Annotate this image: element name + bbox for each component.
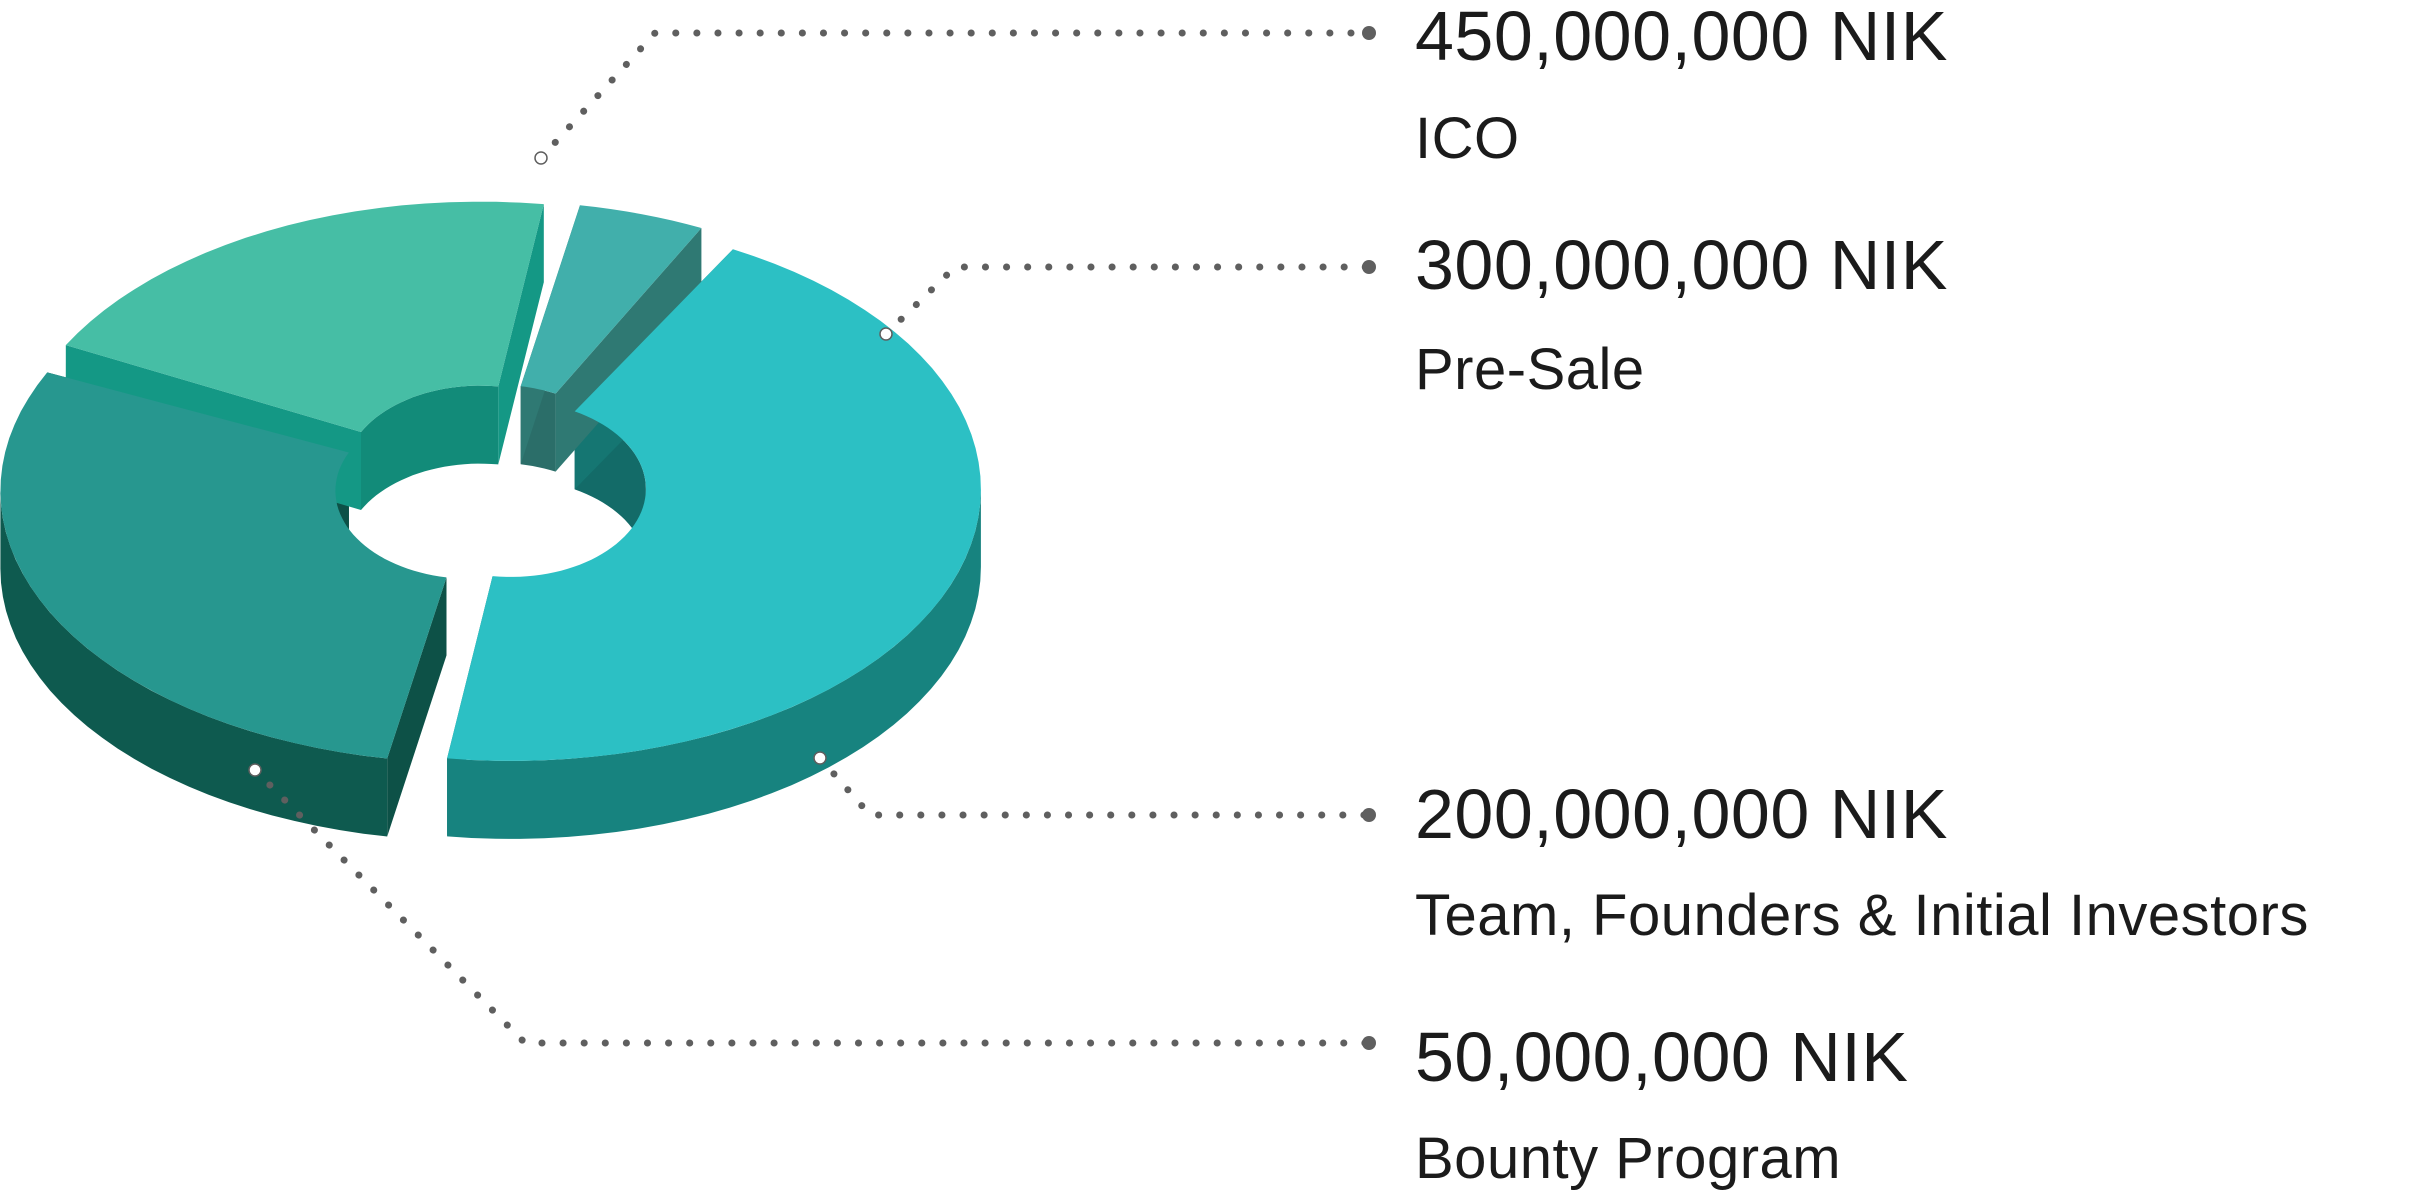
outer-wall-presale <box>0 490 388 837</box>
legend: 450,000,000 NIK ICO 300,000,000 NIK Pre-… <box>1415 0 2309 1191</box>
leader-anchor-team <box>813 751 827 765</box>
leader-dot-bounty <box>1362 1036 1376 1050</box>
slice-bounty <box>520 205 702 394</box>
slice-value-ico: 450,000,000 NIK <box>1415 0 1948 75</box>
leader-dot-ico <box>1362 26 1376 40</box>
leader-anchor-presale <box>879 327 893 341</box>
leader-dot-presale <box>1362 260 1376 274</box>
slice-value-team: 200,000,000 NIK <box>1415 775 1948 853</box>
leader-anchor-ico <box>534 151 548 165</box>
slice-label-presale: Pre-Sale <box>1415 337 1645 402</box>
slice-ico <box>447 249 981 761</box>
cap-wall-start-presale <box>387 577 447 837</box>
leader-line-ico <box>537 29 1373 162</box>
leader-line-team <box>816 754 1373 819</box>
slice-value-bounty: 50,000,000 NIK <box>1415 1018 1908 1096</box>
leader-anchor-bounty <box>248 763 262 777</box>
slice-label-team: Team, Founders & Initial Investors <box>1415 883 2309 948</box>
slice-label-bounty: Bounty Program <box>1415 1126 1841 1191</box>
slice-label-ico: ICO <box>1415 106 1520 171</box>
leader-lines <box>248 26 1376 1050</box>
leader-line-presale <box>882 263 1373 338</box>
slice-presale <box>0 372 447 759</box>
outer-wall-ico <box>447 488 981 839</box>
inner-wall-team <box>361 385 499 510</box>
slice-value-presale: 300,000,000 NIK <box>1415 226 1948 304</box>
leader-dot-team <box>1362 808 1376 822</box>
donut-chart <box>0 201 981 839</box>
cap-wall-end-team <box>498 204 544 465</box>
slice-team <box>65 201 544 432</box>
leader-line-bounty <box>251 766 1373 1047</box>
